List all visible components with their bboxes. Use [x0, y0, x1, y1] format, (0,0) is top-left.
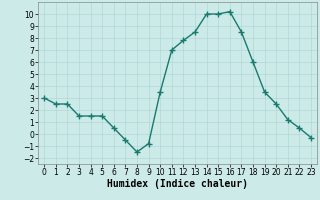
X-axis label: Humidex (Indice chaleur): Humidex (Indice chaleur) — [107, 179, 248, 189]
